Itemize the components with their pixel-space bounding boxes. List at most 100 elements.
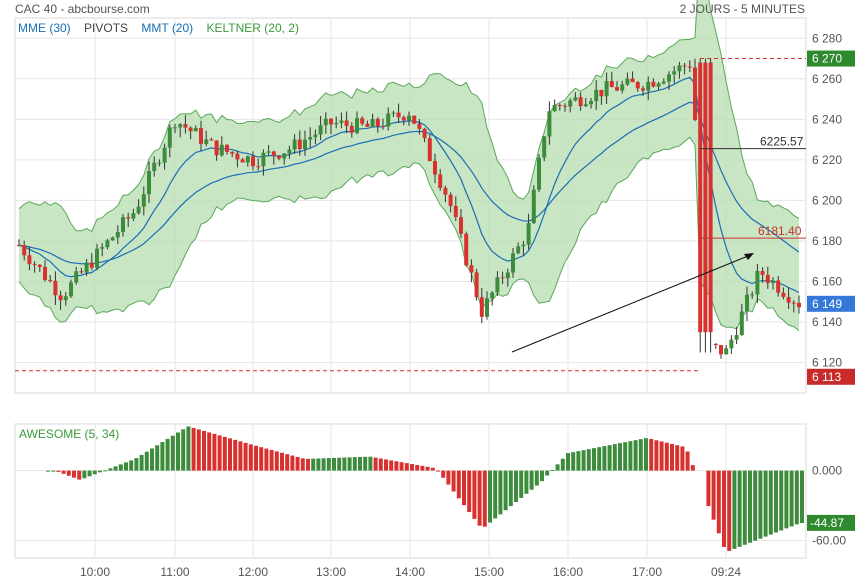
candle-body: [573, 97, 578, 101]
candle-body: [552, 105, 557, 112]
candle-body: [672, 71, 677, 75]
oscillator-bar: [326, 458, 331, 471]
candle-body: [786, 296, 791, 303]
candle-body: [225, 144, 229, 152]
candle-body: [412, 115, 417, 124]
candle-body: [230, 151, 235, 154]
oscillator-bar: [675, 445, 680, 471]
candle-body: [266, 151, 271, 153]
oscillator-bar: [103, 470, 108, 472]
annotation-label: 6181.40: [758, 224, 802, 238]
candle-body: [531, 189, 536, 224]
candle-body: [464, 233, 469, 266]
y-tick-label: 6 180: [812, 234, 842, 248]
oscillator-label[interactable]: AWESOME (5, 34): [19, 427, 120, 441]
candle-body: [724, 348, 729, 355]
candle-body: [771, 280, 775, 284]
oscillator-bar: [66, 470, 71, 476]
oscillator-bar: [462, 470, 466, 506]
candle-body: [27, 255, 32, 265]
candle-body: [427, 138, 432, 162]
candle-body: [505, 272, 510, 279]
candle-body: [511, 253, 515, 273]
oscillator-bar: [711, 470, 716, 520]
candle-body: [22, 245, 27, 256]
x-tick-label: 12:00: [238, 565, 268, 579]
candle-body: [547, 111, 552, 137]
candle-body: [74, 271, 79, 283]
oscillator-bar: [311, 458, 316, 471]
candle-body: [708, 62, 713, 333]
candle-body: [386, 113, 391, 127]
oscillator-bar: [306, 458, 310, 471]
y-tick-label: 6 120: [812, 356, 842, 370]
x-tick-label: 09:24: [711, 565, 741, 579]
legend-keltner[interactable]: KELTNER (20, 2): [206, 21, 299, 35]
candle-body: [750, 294, 755, 296]
candle-body: [594, 89, 599, 102]
oscillator-bar: [488, 470, 492, 523]
candle-body: [339, 120, 344, 124]
oscillator-bar: [690, 465, 695, 471]
oscillator-bar: [706, 470, 711, 507]
oscillator-bar: [779, 470, 784, 531]
oscillator-bar: [748, 470, 752, 543]
oscillator-bar: [233, 439, 238, 471]
candle-body: [516, 246, 521, 254]
oscillator-bar: [763, 470, 768, 537]
candle-body: [526, 223, 531, 245]
candle-body: [739, 311, 744, 336]
candle-body: [79, 271, 84, 273]
candle-body: [48, 279, 53, 281]
candle-body: [69, 282, 73, 297]
candle-body: [469, 265, 474, 273]
candle-body: [719, 345, 723, 355]
oscillator-bar: [722, 470, 726, 547]
oscillator-bar: [581, 450, 586, 471]
oscillator-bar: [108, 468, 113, 471]
oscillator-bar: [550, 469, 555, 471]
oscillator-bar: [139, 454, 144, 471]
candle-body: [152, 162, 157, 172]
oscillator-bar: [280, 452, 284, 471]
oscillator-bar: [196, 429, 201, 471]
candle-body: [615, 87, 619, 91]
candle-body: [609, 81, 614, 88]
candle-body: [292, 139, 297, 150]
oscillator-bar: [56, 470, 61, 472]
oscillator-bar: [82, 470, 87, 479]
candle-body: [115, 232, 120, 238]
oscillator-bar: [503, 470, 508, 511]
candle-body: [188, 127, 193, 132]
oscillator-bar: [519, 470, 524, 498]
oscillator-bar: [358, 456, 362, 471]
oscillator-bar: [347, 457, 352, 471]
candle-body: [495, 277, 500, 293]
oscillator-bar: [285, 454, 290, 471]
price-badge-label: 6 270: [812, 52, 842, 66]
oscillator-bar: [217, 435, 222, 471]
oscillator-bar: [368, 456, 373, 471]
candle-body: [401, 117, 406, 121]
legend-mme[interactable]: MME (30): [18, 21, 71, 35]
candle-body: [193, 128, 198, 132]
candle-body: [443, 187, 448, 195]
oscillator-bar: [207, 432, 212, 471]
oscillator-bar: [342, 457, 347, 471]
candle-body: [713, 343, 718, 346]
candle-body: [417, 123, 422, 129]
candle-body: [521, 244, 526, 247]
legend-mmt[interactable]: MMT (20): [141, 21, 194, 35]
oscillator-bar: [768, 470, 773, 535]
oscillator-bar: [571, 452, 576, 471]
keltner-lower-line: [18, 136, 800, 332]
candle-body: [635, 82, 640, 89]
legend-pivots[interactable]: PIVOTS: [84, 21, 129, 35]
oscillator-bar: [472, 470, 477, 519]
candle-body: [599, 89, 604, 97]
oscillator-bar: [800, 470, 804, 524]
oscillator-bar: [410, 464, 414, 471]
candle-body: [677, 65, 682, 72]
oscillator-bar: [794, 470, 799, 525]
oscillator-bar: [98, 470, 102, 473]
